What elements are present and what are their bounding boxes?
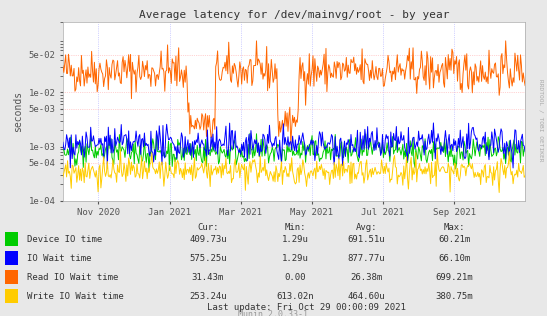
- Text: Device IO time: Device IO time: [27, 235, 103, 244]
- Text: 380.75m: 380.75m: [435, 292, 473, 301]
- Text: Min:: Min:: [284, 223, 306, 232]
- Text: Write IO Wait time: Write IO Wait time: [27, 292, 124, 301]
- Text: 26.38m: 26.38m: [351, 273, 382, 282]
- Title: Average latency for /dev/mainvg/root - by year: Average latency for /dev/mainvg/root - b…: [139, 10, 449, 20]
- Text: 1.29u: 1.29u: [282, 235, 309, 244]
- Text: 31.43m: 31.43m: [192, 273, 224, 282]
- Text: 0.00: 0.00: [284, 273, 306, 282]
- Text: IO Wait time: IO Wait time: [27, 254, 92, 263]
- Text: 877.77u: 877.77u: [348, 254, 385, 263]
- Text: 691.51u: 691.51u: [348, 235, 385, 244]
- Text: 464.60u: 464.60u: [348, 292, 385, 301]
- Text: 699.21m: 699.21m: [435, 273, 473, 282]
- Text: Munin 2.0.33-1: Munin 2.0.33-1: [238, 310, 309, 316]
- Text: Max:: Max:: [443, 223, 465, 232]
- Text: 613.02n: 613.02n: [277, 292, 314, 301]
- Text: Last update: Fri Oct 29 00:00:09 2021: Last update: Fri Oct 29 00:00:09 2021: [207, 303, 406, 312]
- Y-axis label: seconds: seconds: [13, 91, 23, 132]
- Text: Avg:: Avg:: [356, 223, 377, 232]
- Text: 253.24u: 253.24u: [189, 292, 226, 301]
- Text: 1.29u: 1.29u: [282, 254, 309, 263]
- Text: Cur:: Cur:: [197, 223, 219, 232]
- Text: 66.10m: 66.10m: [438, 254, 470, 263]
- Text: 575.25u: 575.25u: [189, 254, 226, 263]
- Text: 60.21m: 60.21m: [438, 235, 470, 244]
- Text: RRDTOOL / TOBI OETIKER: RRDTOOL / TOBI OETIKER: [538, 79, 543, 161]
- Text: 409.73u: 409.73u: [189, 235, 226, 244]
- Text: Read IO Wait time: Read IO Wait time: [27, 273, 119, 282]
